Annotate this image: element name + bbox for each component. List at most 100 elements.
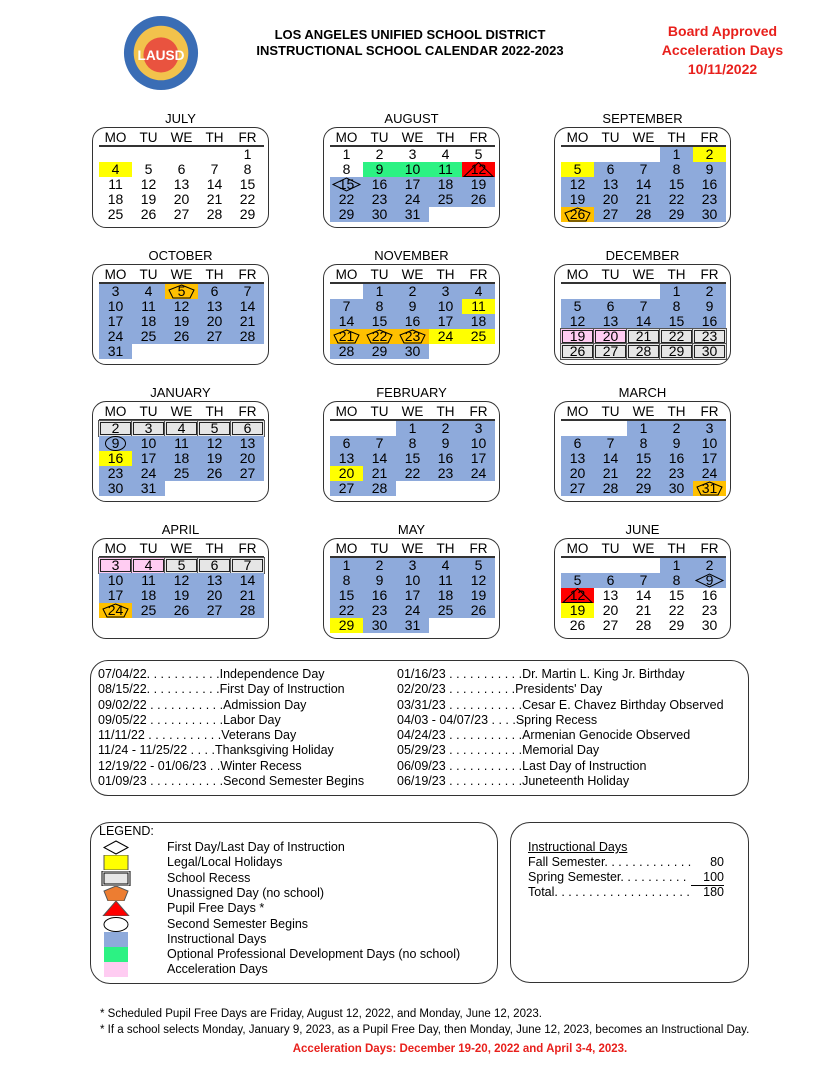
day-number: 29	[668, 206, 685, 222]
day-number: 31	[140, 480, 157, 496]
day-number: 9	[111, 435, 120, 451]
day-cell: 5	[462, 147, 495, 162]
day-cell: 28	[330, 344, 363, 359]
day-cell: 4	[429, 558, 462, 573]
day-number: 22	[404, 465, 421, 481]
legend-item: First Day/Last Day of Instruction	[91, 840, 491, 855]
weekday-label: WE	[170, 541, 193, 556]
day-number: 2	[441, 420, 450, 436]
week-row: 24 25 26 27 28	[99, 329, 264, 344]
day-cell: 21	[198, 192, 231, 207]
day-cell: 20	[198, 314, 231, 329]
day-number: 23	[404, 328, 421, 344]
weekday-label: MO	[335, 404, 358, 419]
month-june: JUNE MO TU WE TH FR 1 2 5 6 7 8 9 12 13 14 15 16 19 20 21 22 2…	[554, 523, 731, 660]
diamond-icon	[331, 177, 362, 192]
day-number: 11	[438, 161, 453, 177]
weekday-label: TH	[205, 130, 224, 145]
day-number: 16	[668, 450, 685, 466]
day-number: 6	[606, 298, 615, 314]
day-number: 23	[371, 602, 388, 618]
event-date: 04/24/23 . . . . . . . . . . .	[397, 728, 523, 743]
event-row: 11/11/22 . . . . . . . . . . . Veterans …	[98, 728, 364, 743]
day-cell: 27	[561, 481, 594, 496]
day-cell: 3	[396, 558, 429, 573]
day-cell: 29	[330, 207, 363, 222]
ellipse-icon	[103, 916, 129, 932]
weekday-label: TH	[667, 404, 686, 419]
day-cell: 8	[231, 162, 264, 177]
day-cell: 17	[99, 588, 132, 603]
weekday-label: TU	[601, 404, 620, 419]
day-cell: 22	[231, 192, 264, 207]
acceleration-days-note: Acceleration Days: December 19-20, 2022 …	[292, 1043, 628, 1055]
day-cell: 13	[561, 451, 594, 466]
weekday-label: TH	[667, 267, 686, 282]
day-number: 12	[173, 572, 190, 588]
day-number: 7	[243, 557, 252, 573]
day-cell: 12	[132, 177, 165, 192]
month-title: JANUARY	[150, 385, 211, 400]
day-cell: 12	[462, 162, 495, 177]
event-row: 11/24 - 11/25/22 . . . . Thanksgiving Ho…	[98, 743, 364, 758]
weekday-label: MO	[104, 541, 127, 556]
empty-cell	[396, 481, 429, 496]
green-square-icon	[104, 947, 128, 963]
weekday-header: MO TU WE TH FR	[330, 404, 495, 421]
empty-cell	[594, 147, 627, 162]
month-box: MO TU WE TH FR 1 2 3 6 7 8 9 10 13 14 15 16 17 20 21 22 23 24 2…	[554, 401, 731, 502]
day-cell: 15	[330, 177, 363, 192]
month-box: MO TU WE TH FR 3 4 5 6 7 10 11 12 13 14 17 18 19 20 21 24 25 2…	[92, 264, 269, 365]
day-cell: 2	[429, 421, 462, 436]
day-cell: 18	[132, 588, 165, 603]
day-number: 6	[210, 283, 219, 299]
week-row: 23 24 25 26 27	[99, 466, 264, 481]
day-cell: 30	[693, 207, 726, 222]
month-october: OCTOBER MO TU WE TH FR 3 4 5 6 7 10 11 12 13 14 17 18 19 20…	[92, 249, 269, 386]
day-cell: 23	[429, 466, 462, 481]
day-number: 22	[668, 602, 685, 618]
empty-cell	[594, 421, 627, 436]
weekday-label: TH	[436, 267, 455, 282]
row-value: 80	[710, 855, 724, 869]
day-cell: 8	[396, 436, 429, 451]
day-cell: 3	[99, 284, 132, 299]
events-left-column: 07/04/22. . . . . . . . . . . Independen…	[98, 667, 364, 789]
day-number: 25	[107, 206, 124, 222]
day-cell: 25	[165, 466, 198, 481]
weekday-header: MO TU WE TH FR	[99, 541, 264, 558]
day-cell: 4	[165, 421, 198, 436]
day-cell: 22	[330, 603, 363, 618]
day-number: 21	[635, 328, 652, 344]
day-cell: 15	[231, 177, 264, 192]
day-number: 28	[635, 617, 652, 633]
day-cell: 26	[165, 603, 198, 618]
day-cell: 31	[396, 618, 429, 633]
legend-item: Unassigned Day (no school)	[91, 885, 491, 901]
day-cell: 27	[198, 603, 231, 618]
yellow-square-icon	[103, 855, 129, 871]
day-cell: 7	[330, 299, 363, 314]
empty-cell	[627, 147, 660, 162]
event-date: 06/09/23 . . . . . . . . . . .	[397, 758, 523, 773]
day-number: 23	[371, 191, 388, 207]
row-label: Spring Semester. . . . . . . . . .	[528, 870, 687, 884]
weekday-label: TU	[601, 541, 620, 556]
day-cell: 18	[462, 314, 495, 329]
day-cell: 16	[363, 177, 396, 192]
day-number: 9	[672, 435, 681, 451]
day-number: 17	[107, 587, 124, 603]
lausd-logo: LAUSD	[123, 15, 199, 91]
day-cell: 11	[132, 299, 165, 314]
day-number: 14	[635, 587, 652, 603]
day-number: 6	[177, 161, 186, 177]
week-row: 5 6 7 8 9	[561, 162, 726, 177]
day-number: 13	[173, 176, 190, 192]
day-number: 24	[437, 328, 454, 344]
month-title: JUNE	[625, 522, 660, 537]
empty-cell	[594, 284, 627, 299]
month-box: MO TU WE TH FR 1 2 5 6 7 8 9 12 13 14 15 16 19 20 21 22 23 26 2…	[554, 538, 731, 639]
day-number: 20	[206, 587, 223, 603]
empty-cell	[462, 481, 495, 496]
week-row: 30 31	[99, 481, 264, 496]
